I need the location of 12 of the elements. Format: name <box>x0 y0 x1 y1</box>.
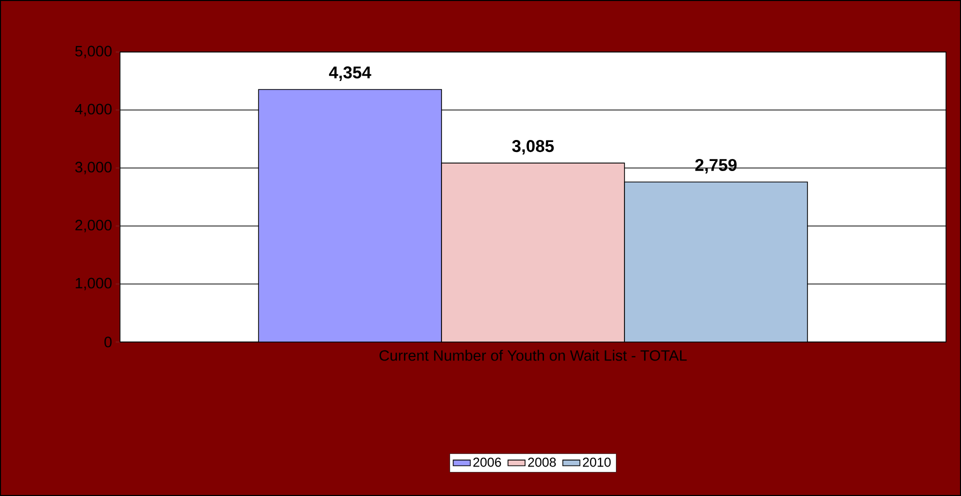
x-tick-label: Current Number of Youth on Wait List - TOTAL <box>380 350 687 361</box>
y-tick-label: 5,000 <box>75 46 112 58</box>
data-label: 3,085 <box>512 140 554 155</box>
legend-label: 2008 <box>528 458 556 467</box>
legend-label: 2010 <box>582 458 611 467</box>
legend-label: 2006 <box>473 458 502 467</box>
y-tick-label: 4,000 <box>75 104 112 116</box>
y-tick-label: 2,000 <box>75 220 112 232</box>
y-tick-label: 1,000 <box>76 278 112 290</box>
y-tick-label: 3,000 <box>75 162 112 174</box>
data-label: 4,354 <box>329 66 372 81</box>
y-tick-label: 0 <box>104 336 112 348</box>
